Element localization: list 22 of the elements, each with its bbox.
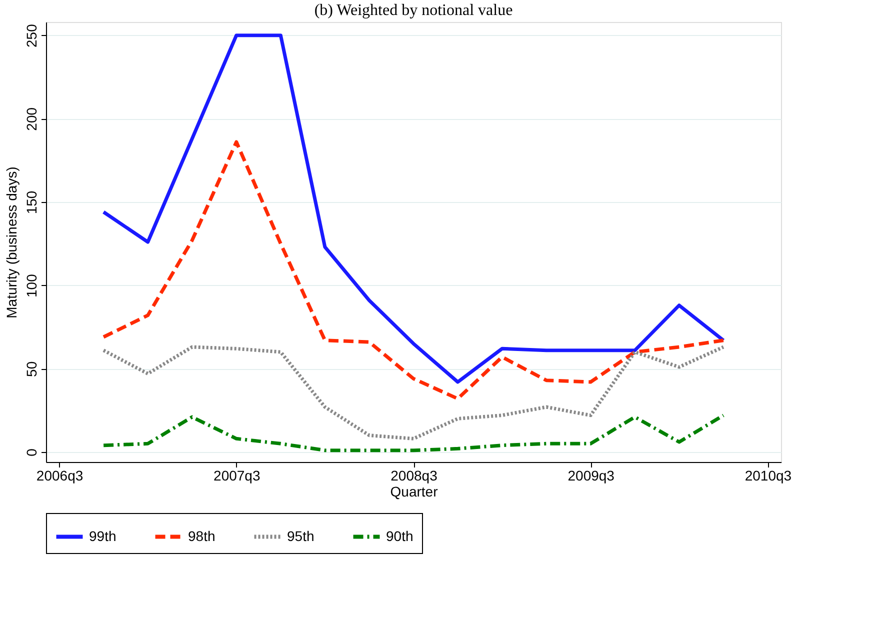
- legend-label: 99th: [89, 528, 116, 544]
- y-tick-label: 150: [24, 190, 40, 214]
- legend-label: 90th: [386, 528, 414, 544]
- line-series: [102, 140, 726, 400]
- y-tick-label: 50: [24, 361, 40, 377]
- x-tick-label: 2006q3: [36, 468, 84, 484]
- line-series: [102, 345, 726, 440]
- y-tick-label: 200: [24, 107, 40, 131]
- x-tick-label: 2008q3: [390, 468, 438, 484]
- legend-label: 95th: [287, 528, 314, 544]
- y-axis-title: Maturity (business days): [4, 166, 20, 318]
- y-tick-label: 0: [24, 448, 40, 456]
- x-tick-label: 2009q3: [568, 468, 615, 484]
- y-tick-label: 100: [24, 274, 40, 298]
- x-tick-label: 2010q3: [744, 468, 792, 484]
- x-axis-title: Quarter: [390, 484, 438, 500]
- x-tick-label: 2007q3: [214, 468, 260, 484]
- line-series: [102, 34, 726, 384]
- chart-title: (b) Weighted by notional value: [314, 2, 513, 19]
- line-series: [102, 414, 726, 452]
- y-tick-label: 250: [24, 24, 40, 48]
- legend-label: 98th: [188, 528, 216, 544]
